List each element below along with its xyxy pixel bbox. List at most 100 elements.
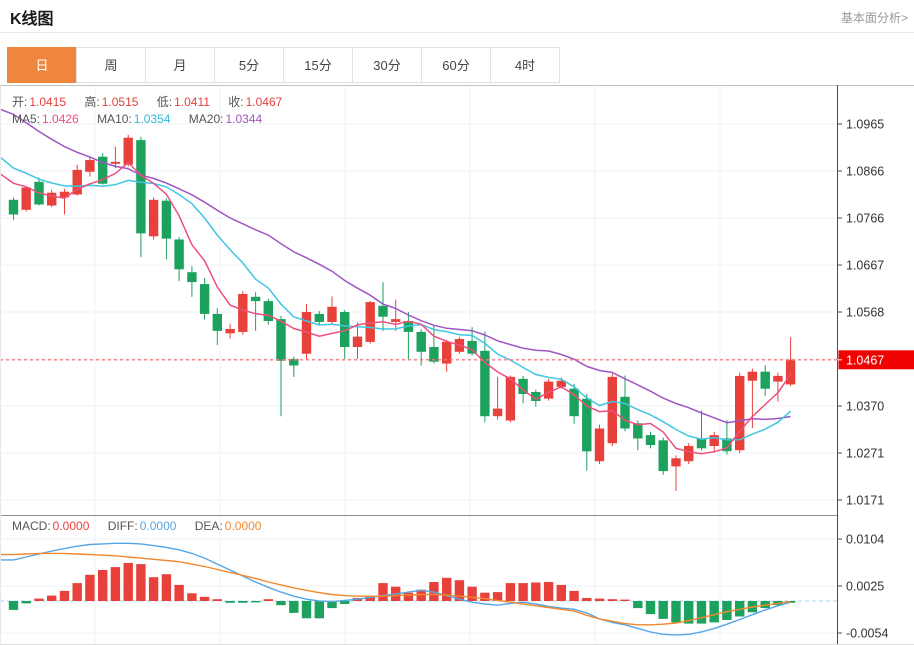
candle-body	[747, 371, 758, 381]
candle-body	[671, 458, 681, 467]
macd-bar	[442, 577, 452, 601]
macd-bar	[174, 584, 184, 601]
macd-bar	[480, 592, 490, 601]
macd-bar	[225, 601, 235, 603]
macd-bar	[85, 574, 95, 601]
candle-body	[620, 396, 630, 429]
candle-body	[59, 191, 70, 198]
candle-body	[199, 284, 210, 314]
macd-bar	[340, 601, 350, 604]
fundamental-analysis-link[interactable]: 基本面分析>	[840, 11, 908, 25]
candle-body	[340, 312, 350, 347]
candle-body	[735, 375, 745, 451]
macd-axis-label: 0.0104	[846, 533, 884, 547]
tab-week[interactable]: 周	[76, 47, 146, 83]
candle-body	[480, 350, 490, 417]
tab-day[interactable]: 日	[7, 47, 77, 83]
macd-bar	[21, 601, 31, 604]
candle-body	[684, 446, 694, 462]
macd-axis-label: -0.0054	[846, 627, 888, 641]
candle-body	[47, 192, 57, 206]
candle-body	[391, 319, 401, 322]
candle-body	[429, 347, 439, 362]
price-axis-label: 1.0667	[846, 259, 884, 273]
candle-body	[760, 371, 770, 389]
tab-30min[interactable]: 30分	[352, 47, 422, 83]
candle-body	[658, 440, 668, 472]
tab-15min[interactable]: 15分	[283, 47, 353, 83]
candle-body	[8, 199, 19, 215]
price-axis-label: 1.0766	[846, 212, 884, 226]
candle-body	[289, 358, 299, 366]
macd-bar	[645, 601, 656, 615]
macd-bar	[633, 601, 643, 609]
macd-bar	[556, 584, 566, 601]
candle-body	[21, 187, 31, 210]
candle-body	[238, 294, 248, 332]
ma20-line	[0, 108, 791, 424]
candle-body	[633, 423, 643, 439]
candle-body	[569, 388, 579, 417]
macd-bar	[314, 601, 324, 619]
macd-bar	[250, 601, 261, 603]
macd-bar	[136, 564, 146, 601]
candle-body	[263, 301, 273, 321]
candle-body	[225, 329, 235, 334]
period-tabs: 日 周 月 5分 15分 30分 60分 4时	[7, 47, 560, 83]
macd-bar	[403, 592, 414, 601]
price-axis-label: 1.0965	[846, 118, 884, 132]
macd-bar	[607, 599, 617, 601]
candle-body	[85, 160, 95, 172]
macd-bar	[123, 562, 133, 601]
candle-body	[582, 398, 592, 452]
current-price-label: 1.0467	[846, 353, 884, 367]
tab-5min[interactable]: 5分	[214, 47, 284, 83]
macd-bar	[582, 598, 592, 601]
macd-bar	[722, 601, 732, 620]
candle-body	[773, 375, 783, 382]
current-price-badge	[838, 350, 914, 370]
candle-body	[785, 359, 796, 385]
macd-bar	[199, 596, 210, 601]
macd-bar	[8, 601, 19, 610]
candle-body	[187, 272, 197, 283]
widget-header: K线图 基本面分析>	[0, 0, 914, 33]
macd-bar	[620, 599, 630, 601]
macd-bar	[467, 586, 477, 601]
macd-bar	[594, 598, 605, 601]
candle-body	[365, 302, 375, 342]
macd-bar	[696, 601, 707, 624]
macd-axis-label: 0.0025	[846, 580, 884, 594]
candle-body	[123, 137, 133, 165]
price-axis-label: 1.0866	[846, 165, 884, 179]
candle-body	[556, 380, 566, 387]
macd-bar	[365, 596, 375, 601]
diff-line	[0, 542, 791, 636]
price-axis-label: 1.0370	[846, 400, 884, 414]
tab-60min[interactable]: 60分	[421, 47, 491, 83]
ma10-line	[0, 156, 792, 441]
candle-body	[543, 381, 554, 399]
candle-body	[72, 169, 82, 195]
macd-bar	[212, 599, 222, 601]
candle-body	[442, 341, 452, 364]
macd-bar	[505, 583, 516, 601]
macd-bar	[59, 590, 70, 601]
macd-bar	[684, 601, 694, 624]
candle-body	[505, 376, 516, 421]
candle-body	[518, 378, 528, 394]
macd-bar	[276, 601, 286, 606]
macd-bar	[454, 580, 465, 601]
candle-body	[327, 306, 337, 322]
candle-body	[467, 340, 477, 354]
macd-bar	[148, 577, 159, 601]
tab-month[interactable]: 月	[145, 47, 215, 83]
macd-bar	[289, 601, 299, 613]
macd-bar	[327, 601, 337, 609]
macd-bar	[238, 601, 248, 603]
macd-bar	[47, 595, 57, 601]
macd-bar	[569, 590, 579, 601]
price-axis-label: 1.0568	[846, 306, 884, 320]
tab-4hour[interactable]: 4时	[490, 47, 560, 83]
